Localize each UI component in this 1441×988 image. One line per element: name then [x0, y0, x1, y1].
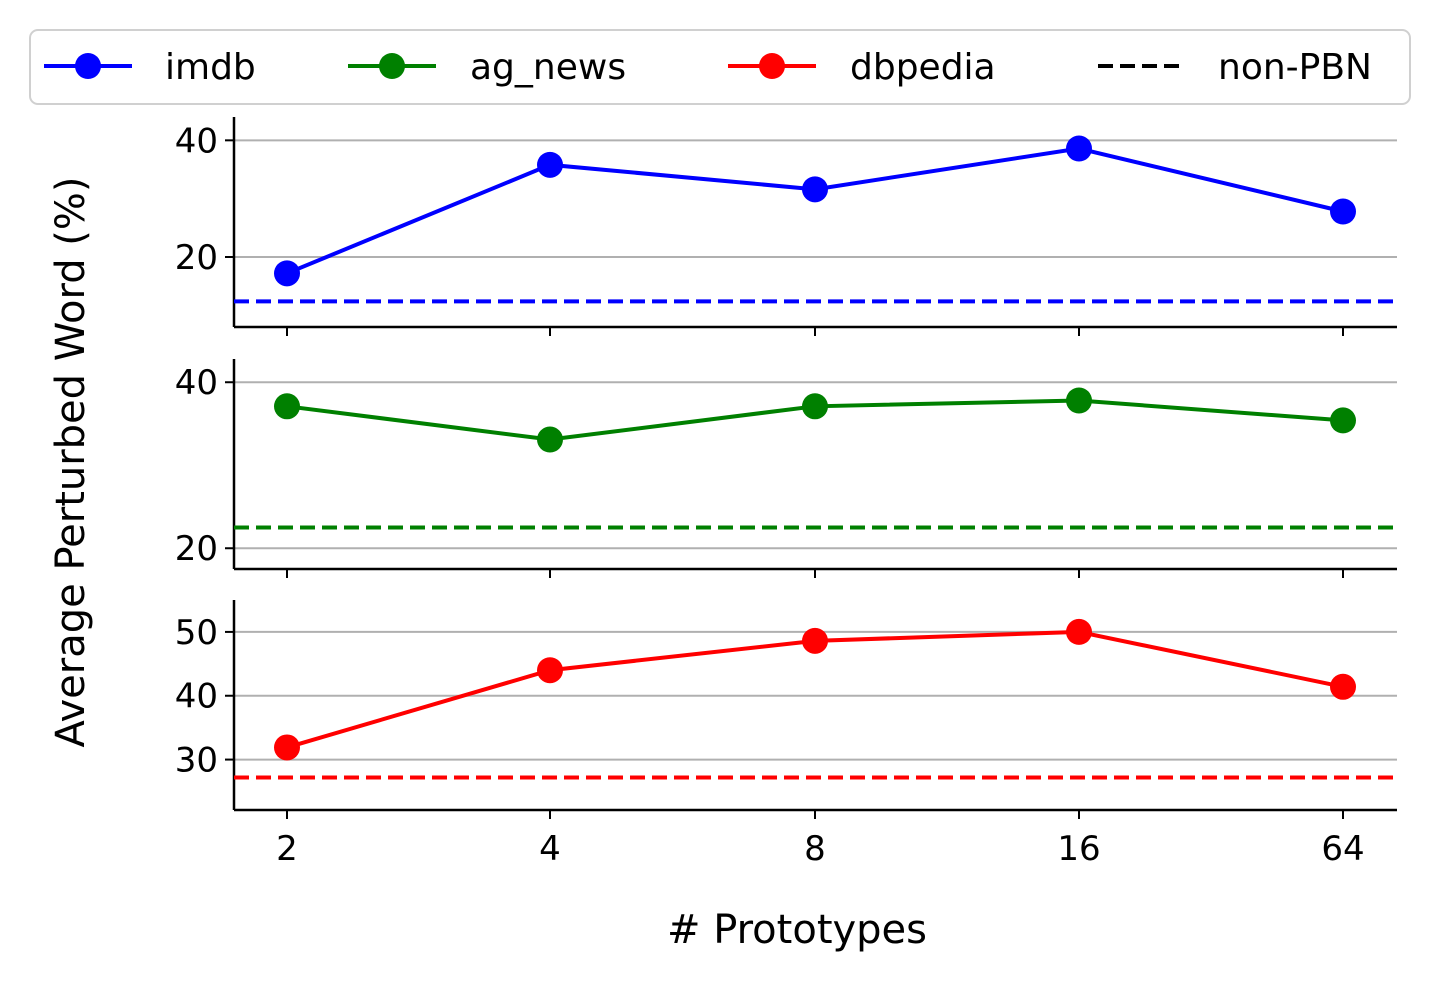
legend-item-dbpedia: dbpedia	[728, 47, 996, 88]
y-tick-label-imdb-20: 20	[175, 238, 218, 278]
legend-label-dbpedia: dbpedia	[850, 47, 996, 88]
data-point-dbpedia-16	[1066, 618, 1092, 645]
data-point-dbpedia-8	[802, 627, 828, 654]
legend-item-ag_news: ag_news	[348, 47, 626, 88]
data-point-dbpedia-2	[274, 734, 300, 761]
data-point-imdb-16	[1066, 135, 1092, 162]
panel-dbpedia: 30 40 50	[175, 600, 1397, 819]
data-point-imdb-64	[1330, 198, 1356, 225]
legend-item-imdb: imdb	[44, 47, 256, 88]
y-tick-label-ag_news-40: 40	[175, 363, 218, 403]
y-tick-label-imdb-40: 40	[175, 121, 218, 161]
x-tick-label-16: 16	[1057, 829, 1100, 869]
data-point-ag_news-4	[537, 426, 563, 453]
x-tick-label-64: 64	[1321, 829, 1364, 869]
y-tick-label-ag_news-20: 20	[175, 529, 218, 569]
legend-item-non-PBN: non-PBN	[1098, 47, 1372, 88]
legend: imdb ag_news dbpedia non-PBN	[29, 29, 1411, 105]
y-tick-label-dbpedia-40: 40	[175, 677, 218, 717]
legend-label-ag_news: ag_news	[470, 47, 626, 88]
x-tick-label-8: 8	[804, 829, 826, 869]
legend-frame	[29, 29, 1411, 105]
data-point-dbpedia-64	[1330, 673, 1356, 700]
x-axis-title: # Prototypes	[667, 907, 927, 953]
data-point-imdb-8	[802, 176, 828, 203]
x-tick-label-2: 2	[276, 829, 298, 869]
data-point-dbpedia-4	[537, 657, 563, 684]
data-point-ag_news-64	[1330, 407, 1356, 434]
legend-marker-dbpedia	[759, 53, 785, 79]
x-tick-label-4: 4	[539, 829, 561, 869]
data-point-ag_news-16	[1066, 387, 1092, 414]
legend-label-imdb: imdb	[165, 47, 256, 88]
y-tick-label-dbpedia-50: 50	[175, 613, 218, 653]
legend-marker-ag_news	[379, 53, 405, 79]
y-tick-label-dbpedia-30: 30	[175, 741, 218, 781]
legend-label-non-PBN: non-PBN	[1218, 47, 1372, 88]
data-point-imdb-2	[274, 260, 300, 287]
data-point-imdb-4	[537, 151, 563, 178]
data-point-ag_news-8	[802, 393, 828, 420]
legend-marker-imdb	[75, 53, 101, 79]
data-point-ag_news-2	[274, 393, 300, 420]
y-axis-title: Average Perturbed Word (%)	[48, 176, 94, 747]
